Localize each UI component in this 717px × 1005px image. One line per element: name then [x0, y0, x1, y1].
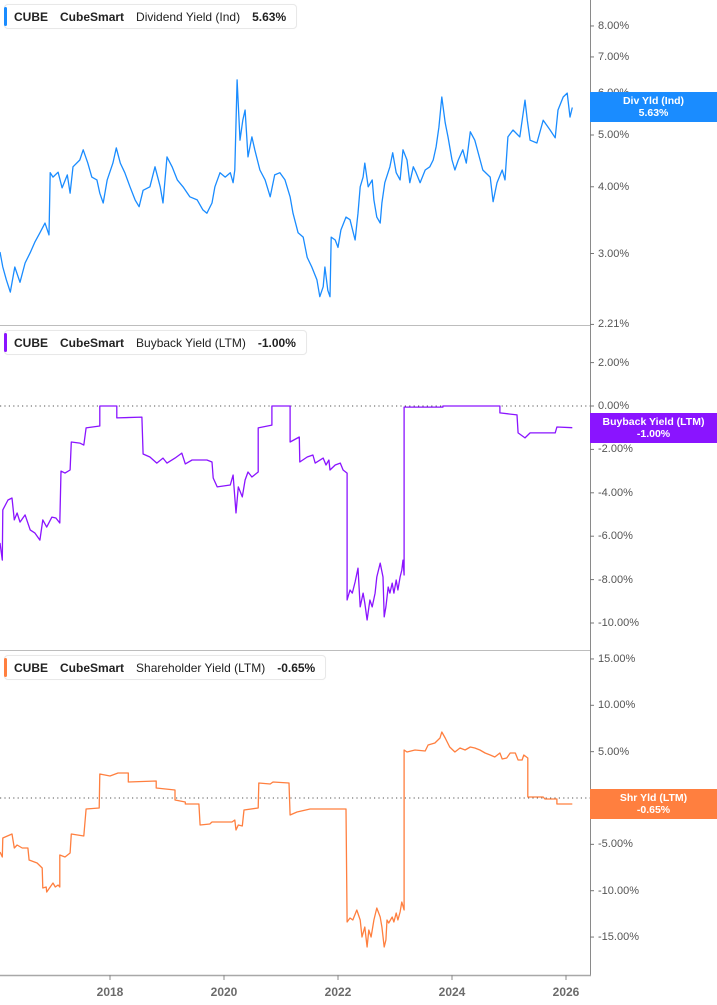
- x-tick-label: 2020: [210, 985, 238, 999]
- series-layer: [0, 79, 573, 948]
- metric-value: 5.63%: [252, 9, 287, 24]
- y-tick-label: 15.00%: [598, 652, 636, 665]
- y-tick-label: 2.00%: [598, 356, 630, 369]
- legend-color-bar: [4, 333, 7, 352]
- y-tick-label: 0.00%: [598, 400, 630, 412]
- shareholder-yield-legend: CUBE CubeSmart Shareholder Yield (LTM) -0.6…: [4, 655, 327, 680]
- y-tick-label: 7.00%: [598, 50, 630, 63]
- y-tick-label: 3.00%: [598, 247, 630, 260]
- y-tick-label: 5.00%: [598, 745, 630, 758]
- company-name: CubeSmart: [60, 660, 125, 675]
- ticker-label: CUBE: [14, 335, 49, 350]
- tag-label: Buyback Yield (LTM): [602, 415, 705, 428]
- y-tick-label: 2.21%: [598, 318, 630, 331]
- y-tick-label: 5.00%: [598, 129, 630, 141]
- ticker-label: CUBE: [14, 660, 49, 675]
- shareholder-yield-line: [0, 731, 573, 948]
- axes-layer: [0, 0, 594, 980]
- tag-value: 5.63%: [638, 107, 669, 120]
- dividend-yield-line: [0, 79, 573, 298]
- shareholder-yield-value-tag: Shr Yld (LTM) -0.65%: [590, 789, 717, 820]
- tag-value: -0.65%: [636, 804, 671, 817]
- y-tick-label: -10.00%: [598, 617, 639, 629]
- y-tick-label: -2.00%: [598, 443, 633, 456]
- x-tick-label: 2026: [552, 985, 580, 999]
- legend-color-bar: [4, 7, 7, 26]
- company-name: CubeSmart: [60, 9, 125, 24]
- y-tick-label: -6.00%: [598, 530, 633, 543]
- x-tick-label: 2022: [324, 985, 352, 999]
- legend-color-bar: [4, 658, 7, 677]
- metric-name: Shareholder Yield (LTM): [136, 660, 266, 675]
- y-tick-label: 8.00%: [598, 19, 630, 32]
- y-tick-label: 4.00%: [598, 180, 630, 193]
- y-tick-label: -10.00%: [598, 884, 639, 897]
- dividend-yield-value-tag: Div Yld (Ind) 5.63%: [590, 92, 717, 123]
- metric-name: Dividend Yield (Ind): [136, 9, 241, 24]
- x-tick-label: 2018: [96, 985, 124, 999]
- buyback-yield-value-tag: Buyback Yield (LTM) -1.00%: [590, 412, 717, 443]
- metric-value: -0.65%: [277, 660, 316, 675]
- y-tick-label: -15.00%: [598, 931, 639, 944]
- buyback-yield-line: [0, 405, 573, 621]
- x-tick-label: 2024: [438, 985, 466, 999]
- ticker-label: CUBE: [14, 9, 49, 24]
- dividend-yield-legend: CUBE CubeSmart Dividend Yield (Ind) 5.63%: [4, 4, 298, 29]
- metric-name: Buyback Yield (LTM): [136, 335, 246, 350]
- tag-value: -1.00%: [636, 427, 671, 440]
- buyback-yield-legend: CUBE CubeSmart Buyback Yield (LTM) -1.00%: [4, 330, 307, 355]
- y-tick-label: 10.00%: [598, 699, 636, 712]
- y-tick-label: -8.00%: [598, 573, 633, 586]
- metric-value: -1.00%: [257, 335, 296, 350]
- tag-label: Shr Yld (LTM): [619, 792, 688, 805]
- company-name: CubeSmart: [60, 335, 125, 350]
- y-tick-label: -5.00%: [598, 838, 633, 851]
- tag-label: Div Yld (Ind): [622, 95, 685, 108]
- y-tick-label: -4.00%: [598, 486, 633, 499]
